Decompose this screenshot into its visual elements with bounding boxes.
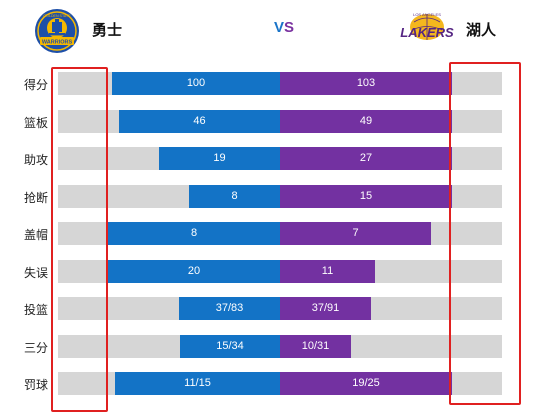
bar-left-value: 11/15	[184, 377, 211, 389]
row-label: 罚球	[23, 378, 48, 392]
row-label: 助攻	[23, 153, 48, 167]
bar-right	[280, 72, 452, 95]
bar-right	[280, 335, 351, 358]
row-label: 失误	[23, 266, 48, 280]
lakers-logo-icon: LOS ANGELES LAKERS	[400, 12, 454, 40]
team-right-name: 湖人	[466, 21, 497, 39]
bar-left	[179, 297, 280, 320]
row-label: 得分	[23, 78, 48, 92]
bar-left-value: 100	[186, 77, 206, 89]
highlight-box-right	[449, 62, 521, 405]
bar-right-value: 11	[321, 265, 334, 277]
bar-left	[189, 185, 280, 208]
bar-left-value: 20	[187, 265, 201, 277]
vs-label-v: V	[274, 19, 285, 36]
vs-label-s: S	[284, 19, 295, 36]
row-label: 篮板	[23, 116, 48, 130]
row-label: 投篮	[23, 303, 48, 317]
vs-label: VS	[274, 19, 294, 36]
row-label: 三分	[23, 341, 48, 355]
warriors-logo-icon: WARRIORS GOLDEN STATE	[35, 9, 79, 53]
bar-right-value: 10/31	[301, 340, 330, 352]
team-left-name: 勇士	[92, 21, 123, 39]
bar-left	[159, 147, 280, 170]
bar-right	[280, 222, 431, 245]
bar-right-value: 49	[359, 115, 373, 127]
lakers-logo-arc-text: LOS ANGELES	[413, 12, 441, 17]
bar-right-value: 19/25	[352, 377, 380, 389]
bar-right	[280, 147, 452, 170]
bar-right-value: 7	[352, 227, 359, 239]
row-label: 盖帽	[23, 228, 48, 242]
warriors-logo-arc-text: GOLDEN STATE	[43, 14, 71, 18]
bar-left-value: 8	[190, 227, 198, 239]
bar-left-value: 37/83	[215, 302, 244, 314]
bar-left-value: 46	[193, 115, 206, 127]
bar-right-value: 15	[359, 190, 373, 202]
bar-left	[180, 335, 280, 358]
bar-right	[280, 185, 452, 208]
lakers-logo-text: LAKERS	[400, 25, 454, 40]
row-label: 抢断	[23, 191, 48, 205]
bar-left-value: 19	[213, 152, 226, 164]
bar-right-value: 37/91	[311, 302, 340, 314]
bar-right	[280, 110, 452, 133]
bar-left	[108, 222, 280, 245]
bar-right-value: 27	[359, 152, 373, 164]
bar-right	[280, 260, 375, 283]
bar-left	[108, 260, 280, 283]
bar-right-value: 103	[356, 77, 376, 89]
highlight-box-left	[51, 67, 108, 412]
bar-left	[115, 372, 280, 395]
bar-left	[112, 72, 280, 95]
bar-left-value: 15/34	[216, 340, 244, 352]
bar-left-value: 8	[231, 190, 238, 202]
bar-right	[280, 297, 371, 320]
bar-right	[280, 372, 452, 395]
bar-left	[119, 110, 280, 133]
warriors-logo-text: WARRIORS	[42, 40, 73, 46]
